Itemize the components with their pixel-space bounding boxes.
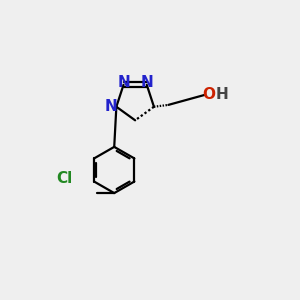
- Text: N: N: [140, 74, 153, 89]
- Text: O: O: [202, 87, 215, 102]
- Text: N: N: [105, 99, 118, 114]
- Text: H: H: [216, 87, 229, 102]
- Text: Cl: Cl: [56, 171, 72, 186]
- Text: N: N: [117, 74, 130, 89]
